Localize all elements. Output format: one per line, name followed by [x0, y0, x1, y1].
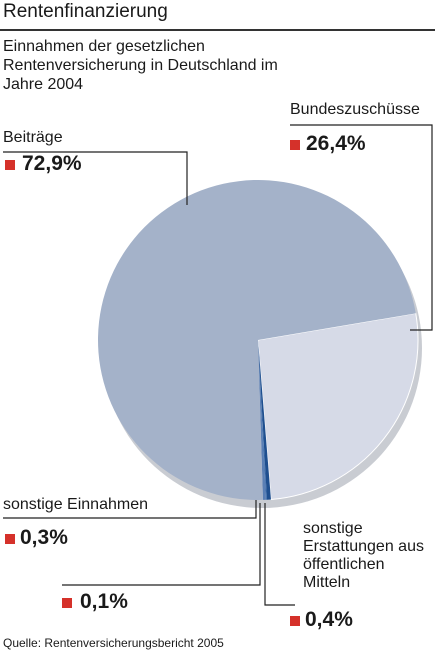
- leader-line: [62, 503, 261, 586]
- leader-line: [3, 151, 188, 205]
- pie-slice: [258, 340, 266, 500]
- value-label: 0,1%: [80, 590, 128, 613]
- pie-slice: [258, 340, 271, 500]
- category-label: Bundeszuschüsse: [290, 101, 420, 118]
- value-label: 26,4%: [306, 132, 366, 155]
- legend-marker: [62, 598, 72, 608]
- leader-line: [3, 500, 257, 519]
- pie-slice: [258, 340, 267, 500]
- pie-slice: [98, 180, 416, 500]
- source: Quelle: Rentenversicherungsbericht 2005: [3, 636, 224, 650]
- category-label: sonstige Einnahmen: [3, 496, 148, 513]
- pie-slice: [257, 312, 419, 501]
- value-label: 72,9%: [22, 152, 82, 175]
- value-label: 0,3%: [20, 526, 68, 549]
- legend-marker: [5, 534, 15, 544]
- legend-marker: [290, 140, 300, 150]
- chart-title: Rentenfinanzierung: [3, 1, 168, 22]
- legend-marker: [5, 160, 15, 170]
- value-label: 0,4%: [305, 608, 353, 631]
- leader-line: [290, 124, 433, 331]
- category-label: sonstige Erstattungen aus öffentlichen M…: [303, 520, 424, 591]
- category-label: Beiträge: [3, 129, 63, 146]
- leader-line: [264, 503, 295, 606]
- legend-marker: [290, 616, 300, 626]
- chart-subtitle: Einnahmen der gesetzlichen Rentenversich…: [3, 38, 278, 93]
